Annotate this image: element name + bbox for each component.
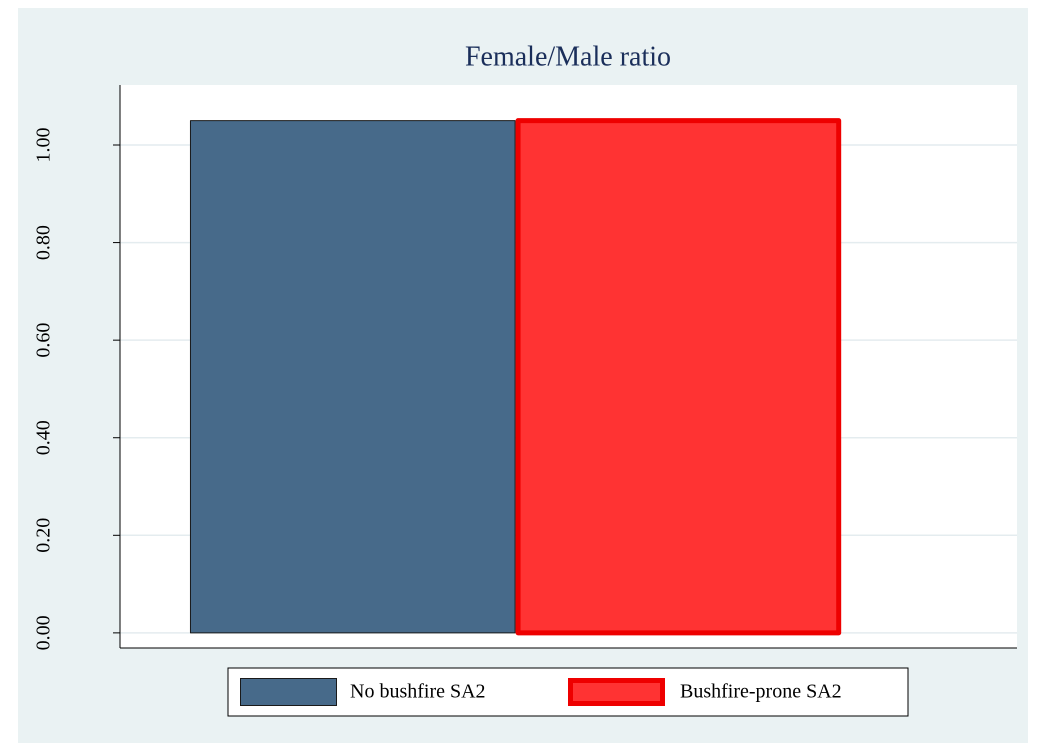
y-tick-label: 0.60 — [33, 323, 55, 358]
bar — [515, 118, 842, 636]
chart-title: Female/Male ratio — [465, 41, 671, 72]
y-tick-label: 0.40 — [33, 420, 55, 455]
legend-label: No bushfire SA2 — [350, 681, 486, 703]
legend-label: Bushfire-prone SA2 — [680, 681, 842, 703]
legend-swatch — [240, 678, 337, 706]
bar — [189, 120, 516, 634]
y-tick-label: 1.00 — [33, 128, 55, 163]
legend-swatch — [568, 678, 665, 706]
y-tick-label: 0.80 — [33, 225, 55, 260]
y-tick-label: 0.00 — [33, 615, 55, 650]
y-tick-label: 0.20 — [33, 518, 55, 553]
